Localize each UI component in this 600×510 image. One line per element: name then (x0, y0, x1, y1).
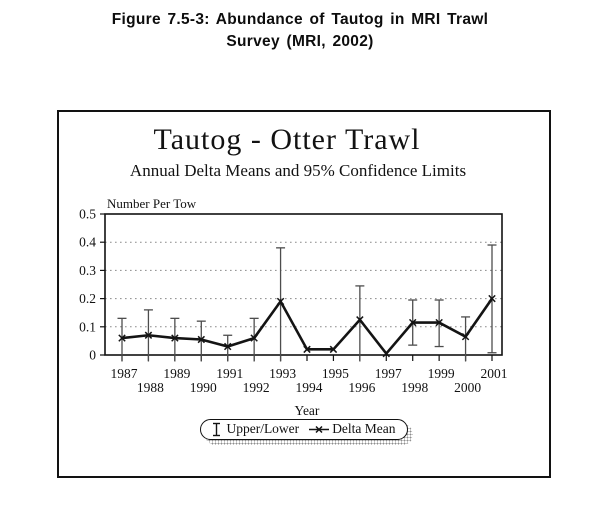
x-axis-year-label: 1991 (216, 366, 243, 381)
data-point-marker (329, 345, 338, 354)
x-axis-year-label: 1998 (401, 380, 428, 395)
data-point-marker (408, 318, 417, 327)
y-tick-label: 0.1 (79, 319, 96, 334)
legend: Upper/Lower Delta Mean (200, 419, 408, 440)
legend-row: Upper/Lower Delta Mean (59, 419, 549, 445)
chart-title: Tautog - Otter Trawl (153, 123, 421, 156)
x-axis-year-label: 2001 (481, 366, 508, 381)
y-tick-label: 0.3 (79, 263, 96, 278)
y-tick-label: 0 (89, 348, 96, 363)
x-axis-year-label: 1994 (296, 380, 323, 395)
data-point-marker (276, 297, 285, 306)
data-point-marker (118, 334, 126, 342)
figure-box: Tautog - Otter Trawl Annual Delta Means … (57, 110, 551, 478)
legend-shadow: Upper/Lower Delta Mean (200, 419, 413, 445)
figure-caption: Figure 7.5-3: Abundance of Tautog in MRI… (0, 9, 600, 53)
x-axis-year-label: 1992 (243, 380, 270, 395)
x-axis-year-label: 1993 (269, 366, 296, 381)
figure-caption-line1: Figure 7.5-3: Abundance of Tautog in MRI… (111, 11, 489, 28)
y-axis-title: Number Per Tow (107, 196, 197, 211)
legend-label-upper-lower: Upper/Lower (226, 421, 300, 436)
data-point-marker (250, 334, 258, 342)
x-axis-year-label: 1996 (348, 380, 375, 395)
x-axis-year-label: 1997 (375, 366, 402, 381)
delta-mean-marker-icon (309, 425, 330, 433)
data-point-marker (171, 334, 179, 342)
data-point-marker (144, 331, 153, 339)
y-tick-label: 0.4 (79, 235, 96, 250)
x-axis-year-label: 1987 (111, 366, 138, 381)
error-bar-icon (213, 422, 221, 436)
x-axis-year-label: 1999 (428, 366, 455, 381)
data-point-marker (223, 342, 232, 351)
y-tick-label: 0.2 (79, 291, 96, 306)
figure-caption-line2: Survey (MRI, 2002) (226, 33, 374, 50)
x-axis-title: Year (295, 403, 320, 418)
plot-area: 0 0.1 0.2 0.3 0.4 0.5 198719881989199019911992… (79, 196, 508, 418)
data-point-marker (303, 345, 311, 354)
x-axis-year-label: 1988 (137, 380, 164, 395)
data-point-marker (461, 332, 470, 341)
y-tick-label: 0.5 (79, 207, 96, 222)
data-point-marker (382, 349, 391, 358)
x-axis-year-label: 1995 (322, 366, 349, 381)
data-point-marker (435, 318, 443, 327)
chart-subtitle: Annual Delta Means and 95% Confidence Li… (129, 161, 467, 180)
legend-label-delta-mean: Delta Mean (332, 421, 396, 436)
data-point-marker (197, 335, 206, 344)
x-axis-year-label: 2000 (454, 380, 481, 395)
plot-frame (104, 213, 503, 356)
x-axis-year-label: 1990 (190, 380, 217, 395)
x-axis-year-label: 1989 (163, 366, 190, 381)
data-point-marker (488, 294, 496, 303)
data-point-marker (356, 316, 364, 324)
